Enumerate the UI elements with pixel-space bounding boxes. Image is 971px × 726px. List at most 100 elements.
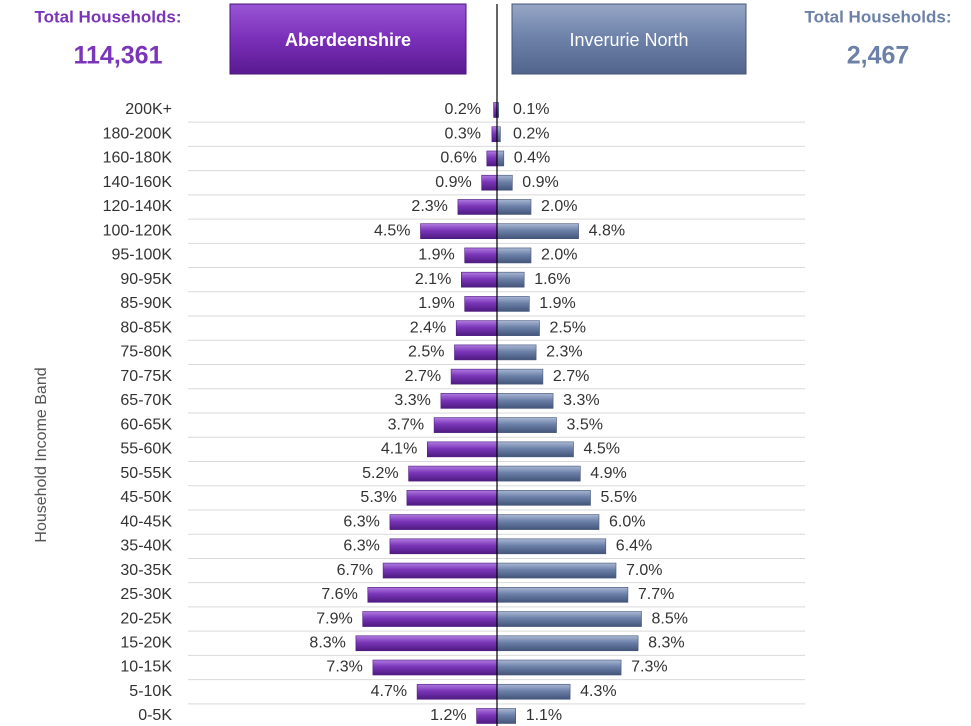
- value-label: 6.7%: [337, 562, 373, 579]
- bar: [496, 320, 540, 336]
- value-label: 0.2%: [445, 101, 481, 118]
- bar: [496, 586, 629, 603]
- y-tick-label: 70-75K: [120, 368, 172, 385]
- bar: [355, 635, 498, 652]
- value-label: 2.4%: [410, 319, 446, 336]
- value-label: 7.0%: [626, 562, 662, 579]
- value-label: 2.1%: [415, 271, 451, 288]
- bar: [496, 247, 532, 264]
- bar: [420, 223, 498, 239]
- bar: [460, 271, 498, 288]
- bar: [496, 393, 554, 409]
- total-value: 2,467: [847, 42, 910, 70]
- bar: [382, 562, 498, 579]
- y-tick-label: 40-45K: [120, 513, 172, 530]
- bar: [440, 393, 498, 409]
- value-label: 2.7%: [553, 368, 589, 385]
- bar: [496, 659, 622, 676]
- value-label: 3.5%: [567, 416, 603, 433]
- value-label: 0.9%: [435, 174, 471, 191]
- bar: [496, 611, 642, 627]
- y-tick-label: 50-55K: [120, 465, 172, 482]
- value-label: 1.6%: [534, 271, 570, 288]
- value-label: 7.3%: [631, 659, 667, 676]
- value-label: 0.1%: [513, 101, 549, 118]
- value-label: 7.3%: [326, 659, 362, 676]
- value-label: 7.7%: [638, 586, 674, 603]
- bar: [481, 174, 498, 191]
- value-label: 4.3%: [580, 683, 616, 700]
- value-label: 8.3%: [648, 634, 684, 651]
- bar: [389, 514, 498, 530]
- value-label: 5.5%: [601, 489, 637, 506]
- value-label: 2.3%: [411, 198, 447, 215]
- value-label: 1.1%: [526, 707, 562, 724]
- bar: [496, 271, 525, 288]
- value-label: 5.2%: [362, 465, 398, 482]
- bar: [496, 368, 544, 385]
- value-label: 0.2%: [513, 125, 549, 142]
- y-tick-label: 55-60K: [120, 441, 172, 458]
- bar: [362, 611, 498, 627]
- value-label: 1.2%: [430, 707, 466, 724]
- bar: [426, 441, 498, 458]
- bar: [496, 514, 600, 530]
- bar: [389, 538, 498, 555]
- value-label: 4.1%: [381, 441, 417, 458]
- y-tick-label: 30-35K: [120, 562, 172, 579]
- value-label: 4.5%: [374, 222, 410, 239]
- value-label: 8.5%: [652, 610, 688, 627]
- value-label: 6.0%: [609, 513, 645, 530]
- value-label: 2.5%: [408, 344, 444, 361]
- bar: [496, 199, 532, 215]
- value-label: 1.9%: [418, 295, 454, 312]
- y-tick-label: 85-90K: [120, 295, 172, 312]
- bar: [464, 247, 498, 264]
- y-tick-label: 20-25K: [120, 610, 172, 627]
- y-tick-label: 60-65K: [120, 416, 172, 433]
- value-label: 3.3%: [394, 392, 430, 409]
- value-label: 3.7%: [388, 416, 424, 433]
- bar: [408, 465, 498, 482]
- value-label: 0.6%: [440, 150, 476, 167]
- bar: [454, 344, 498, 361]
- y-tick-label: 160-180K: [103, 150, 173, 167]
- value-label: 4.8%: [589, 222, 625, 239]
- value-label: 0.4%: [514, 150, 550, 167]
- bar: [496, 223, 579, 239]
- bar: [496, 296, 530, 312]
- bar: [496, 441, 574, 458]
- value-label: 6.3%: [343, 513, 379, 530]
- value-label: 4.7%: [371, 683, 407, 700]
- value-label: 6.3%: [343, 538, 379, 555]
- value-label: 7.6%: [321, 586, 357, 603]
- series-box: [511, 3, 747, 75]
- value-label: 8.3%: [309, 634, 345, 651]
- bar: [496, 174, 513, 191]
- y-tick-label: 200K+: [125, 101, 172, 118]
- y-tick-label: 5-10K: [129, 683, 172, 700]
- value-label: 2.3%: [546, 344, 582, 361]
- y-axis-label: Household Income Band: [33, 367, 50, 542]
- bar: [496, 708, 517, 724]
- y-tick-label: 0-5K: [138, 707, 172, 724]
- total-label: Total Households:: [804, 7, 951, 26]
- bar: [496, 344, 537, 361]
- value-label: 6.4%: [616, 538, 652, 555]
- value-label: 1.9%: [418, 247, 454, 264]
- bar: [433, 417, 498, 433]
- bar: [496, 562, 617, 579]
- y-tick-label: 140-160K: [103, 174, 173, 191]
- y-tick-label: 180-200K: [103, 125, 173, 142]
- bar: [450, 368, 498, 385]
- y-tick-label: 45-50K: [120, 489, 172, 506]
- value-label: 4.5%: [584, 441, 620, 458]
- value-label: 2.7%: [405, 368, 441, 385]
- bar: [372, 659, 498, 676]
- bar: [416, 683, 498, 700]
- value-label: 2.0%: [541, 247, 577, 264]
- y-tick-label: 80-85K: [120, 319, 172, 336]
- bar: [491, 126, 498, 143]
- value-label: 1.9%: [539, 295, 575, 312]
